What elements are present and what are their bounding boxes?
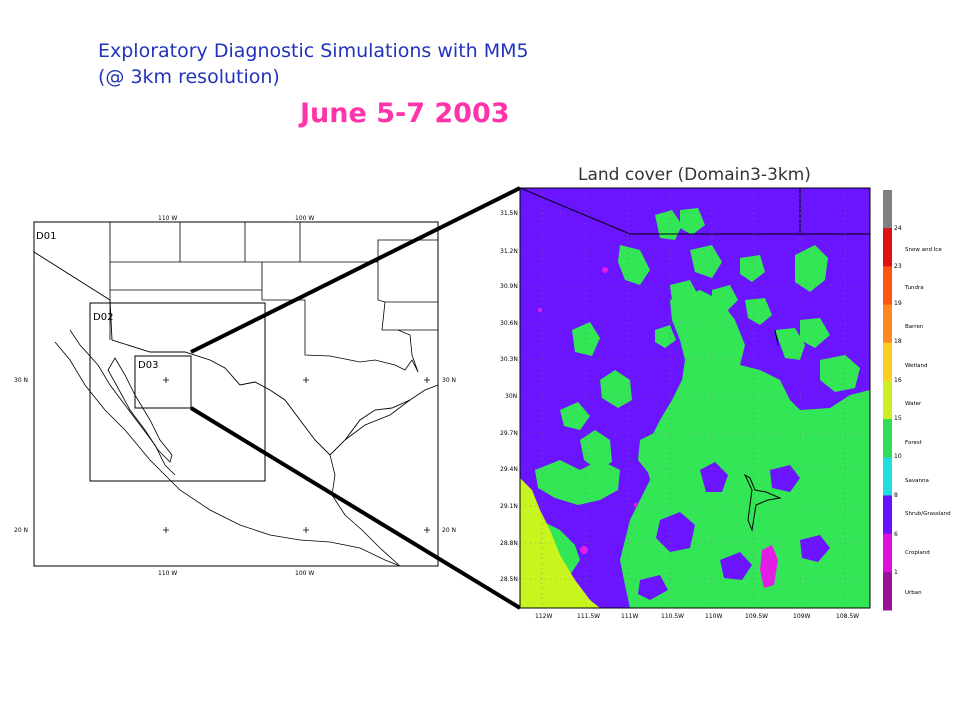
- date-title: June 5-7 2003: [300, 98, 510, 129]
- lon-label: 109.5W: [745, 613, 768, 620]
- zoom-line-bottom: [189, 406, 522, 610]
- right-lat-label-20n: 20 N: [442, 527, 456, 534]
- gulf-coast: [329, 454, 401, 567]
- right-lat-label-30n: 30 N: [442, 377, 456, 384]
- lon-label: 109W: [793, 613, 810, 620]
- bottom-lon-label-110w: 110 W: [158, 570, 177, 577]
- legend-tick: 8: [894, 492, 898, 499]
- domain-d03-box: [134, 355, 192, 409]
- legend-tick: 1: [894, 569, 898, 576]
- legend-swatch: [883, 571, 892, 611]
- legend-swatch: [883, 304, 892, 344]
- top-lon-label-100w: 100 W: [295, 215, 314, 222]
- title-line-2: (@ 3km resolution): [98, 66, 280, 88]
- legend-category: Urban: [905, 590, 922, 596]
- lon-label: 110W: [705, 613, 722, 620]
- lat-label: 30.3N: [500, 356, 518, 363]
- legend-category: Barren: [905, 324, 924, 330]
- lon-label: 110.5W: [661, 613, 684, 620]
- baja-coast: [69, 329, 176, 476]
- legend-tick: 10: [894, 453, 902, 460]
- legend-tick: 19: [894, 300, 902, 307]
- legend-tick: 6: [894, 531, 898, 538]
- lon-label: 108.5W: [836, 613, 859, 620]
- legend-category: Snow and Ice: [905, 247, 942, 253]
- land-cover-title: Land cover (Domain3-3km): [578, 165, 811, 185]
- land-cover-frame: [519, 187, 871, 609]
- overview-map-frame: [33, 221, 439, 567]
- title-line-1: Exploratory Diagnostic Simulations with …: [98, 40, 529, 62]
- legend: 24 23 19 18 16 15 10 8 6 1 Snow and Ice …: [883, 190, 951, 611]
- lat-labels: 31.5N 31.2N 30.9N 30.6N 30.3N 30N 29.7N …: [500, 210, 518, 583]
- left-lat-label-20n: 20 N: [14, 527, 28, 534]
- legend-swatch: [883, 228, 892, 267]
- domain-d02-box: [89, 302, 266, 482]
- legend-category: Forest: [905, 440, 923, 446]
- lat-label: 30.9N: [500, 283, 518, 290]
- domain-label-d03: D03: [138, 360, 158, 371]
- texas-coast: [344, 384, 439, 441]
- legend-swatch: [883, 190, 892, 229]
- legend-swatch: [883, 380, 892, 420]
- legend-category: Water: [905, 401, 922, 407]
- legend-tick: 15: [894, 415, 902, 422]
- lat-label: 31.2N: [500, 248, 518, 255]
- lon-label: 112W: [535, 613, 552, 620]
- legend-tick: 16: [894, 377, 902, 384]
- legend-category: Tundra: [904, 285, 924, 291]
- legend-tick: 24: [894, 225, 902, 232]
- land-cover-grid: [520, 188, 870, 608]
- lat-label: 30.6N: [500, 320, 518, 327]
- domain-label-d01: D01: [36, 231, 56, 242]
- legend-swatch: [883, 266, 892, 306]
- legend-tick: 23: [894, 263, 902, 270]
- legend-ticks: 24 23 19 18 16 15 10 8 6 1: [894, 225, 902, 576]
- zoom-line-top: [190, 186, 521, 354]
- lat-label: 29.1N: [500, 503, 518, 510]
- lat-label: 29.4N: [500, 466, 518, 473]
- legend-color-bar: [883, 190, 892, 611]
- cropland-spots: [538, 267, 778, 588]
- left-lat-label-30n: 30 N: [14, 377, 28, 384]
- legend-tick: 18: [894, 338, 902, 345]
- us-mexico-border: [33, 251, 411, 456]
- grid-markers: [163, 377, 430, 533]
- legend-swatch: [883, 419, 892, 458]
- lat-label: 30N: [505, 393, 517, 400]
- lat-label: 28.5N: [500, 576, 518, 583]
- grassland-patches: [638, 462, 830, 600]
- water-area: [520, 478, 600, 608]
- lat-label: 28.8N: [500, 540, 518, 547]
- legend-category: Wetland: [905, 363, 928, 369]
- legend-swatch: [883, 342, 892, 382]
- lon-labels: 112W 111.5W 111W 110.5W 110W 109.5W 109W…: [535, 613, 859, 620]
- legend-swatch: [883, 457, 892, 496]
- lat-label: 31.5N: [500, 210, 518, 217]
- land-cover-borders: [520, 188, 870, 532]
- legend-categories: Snow and Ice Tundra Barren Wetland Water…: [904, 247, 951, 596]
- land-cover-map: Land cover (Domain3-3km): [500, 165, 871, 620]
- top-lon-label-110w: 110 W: [158, 215, 177, 222]
- lat-label: 29.7N: [500, 430, 518, 437]
- domain-label-d02: D02: [93, 312, 113, 323]
- lon-label: 111W: [621, 613, 638, 620]
- bottom-lon-label-100w: 100 W: [295, 570, 314, 577]
- legend-swatch: [883, 533, 892, 573]
- lon-label: 111.5W: [577, 613, 600, 620]
- legend-swatch: [883, 495, 892, 535]
- pacific-coast: [54, 341, 401, 567]
- legend-category: Savanna: [905, 478, 929, 484]
- overview-map: D01 D02 D03 110 W 100 W 110 W 100 W 30 N…: [14, 215, 456, 577]
- legend-category: Shrub/Grassland: [905, 511, 951, 517]
- legend-category: Cropland: [905, 550, 930, 556]
